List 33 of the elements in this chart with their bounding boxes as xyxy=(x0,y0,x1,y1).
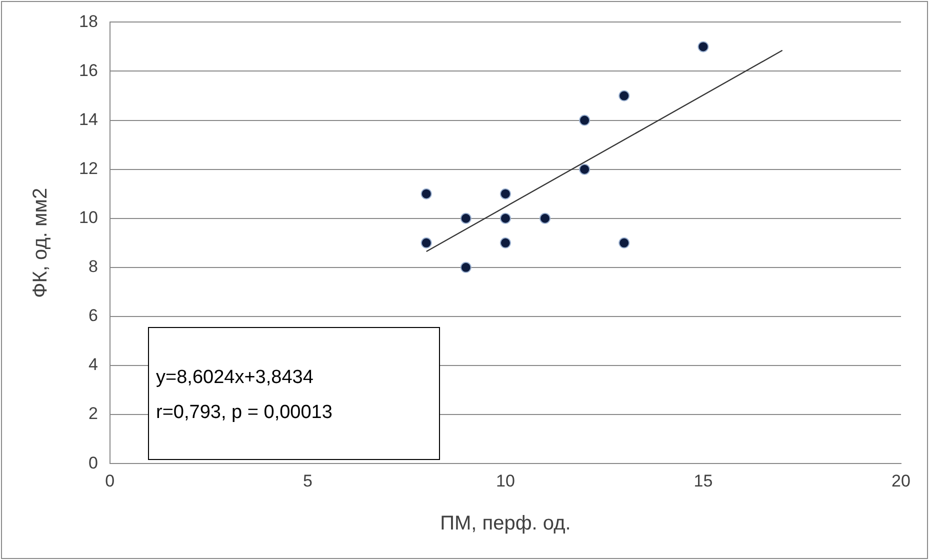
y-tick-label: 10 xyxy=(78,208,98,228)
text-box: y=8,6024x+3,8434 r=0,793, p = 0,00013 xyxy=(148,327,440,460)
point xyxy=(500,237,511,248)
point xyxy=(420,188,432,200)
x-tick-label: 20 xyxy=(892,471,910,490)
point xyxy=(579,164,590,175)
point xyxy=(618,237,630,248)
x-tick-label: 5 xyxy=(302,471,312,490)
annotation: r=0,793, p = 0,00013 xyxy=(156,401,334,425)
point xyxy=(698,41,709,52)
x-tick-label: 0 xyxy=(105,471,115,490)
point xyxy=(460,212,472,224)
y-tick-label: 0 xyxy=(88,453,98,472)
y-tick-label: 14 xyxy=(78,110,98,129)
annotation: y=8,6024x+3,8434 xyxy=(156,366,314,390)
point xyxy=(500,188,511,200)
y-tick-label: 16 xyxy=(78,60,98,80)
y-tick-label: 6 xyxy=(88,306,98,326)
x-axis-title: ПМ, перф. од. xyxy=(440,512,571,535)
point xyxy=(540,212,551,224)
x-tick-label: 15 xyxy=(694,471,713,490)
y-tick-label: 8 xyxy=(88,257,98,276)
point xyxy=(500,212,511,224)
point xyxy=(460,262,472,273)
point xyxy=(618,90,630,102)
y-axis-title: ФК, од. мм2 xyxy=(30,188,52,298)
y-tick-label: 4 xyxy=(88,355,98,374)
y-tick-label: 2 xyxy=(88,404,98,424)
point xyxy=(579,114,590,126)
point xyxy=(420,237,432,248)
x-tick-label: 10 xyxy=(496,471,515,490)
y-tick-label: 18 xyxy=(78,12,98,31)
y-tick-label: 12 xyxy=(78,159,98,178)
